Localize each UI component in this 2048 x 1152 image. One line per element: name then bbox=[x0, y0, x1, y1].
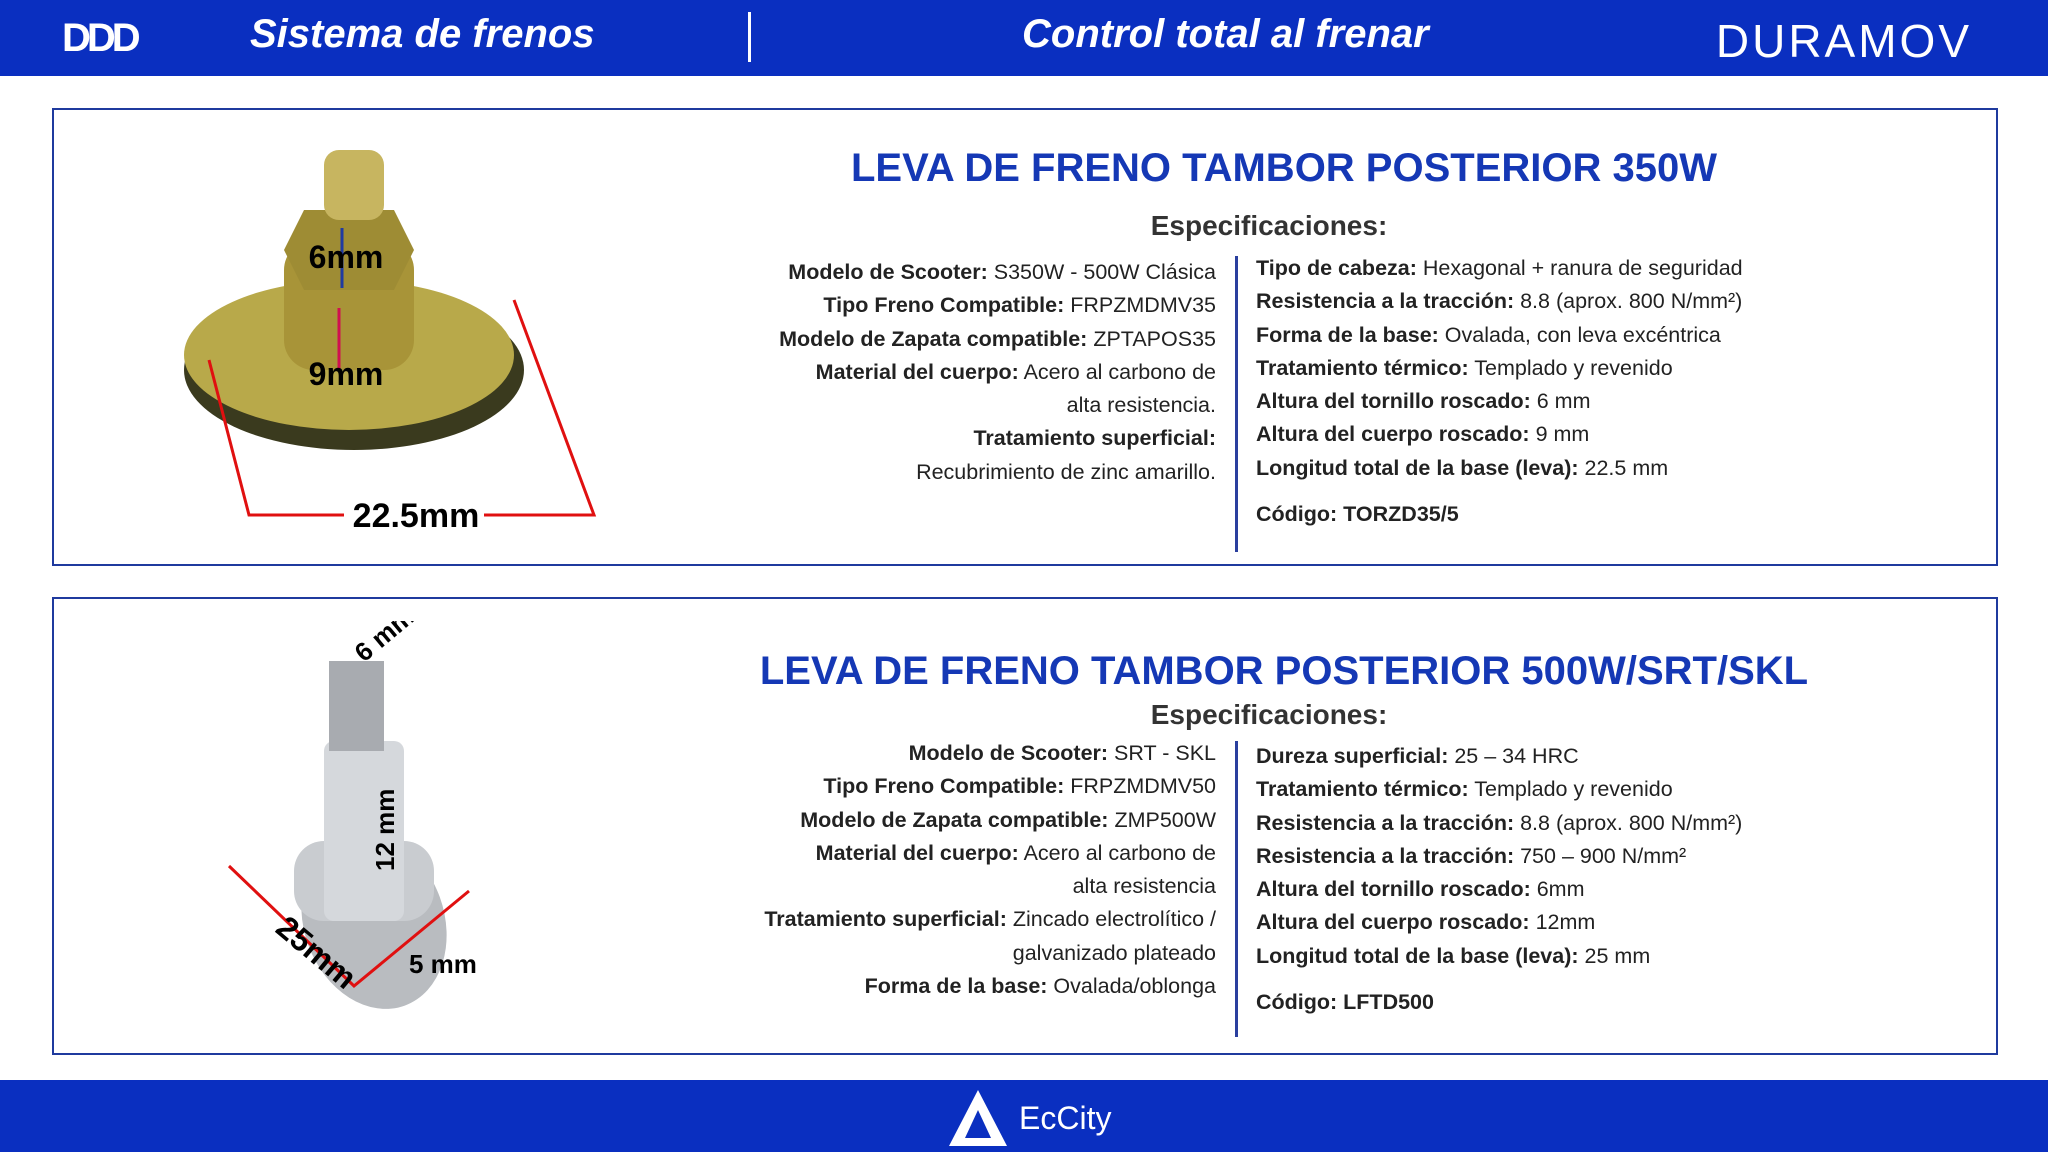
spec-item: Forma de la base: Ovalada/oblonga bbox=[864, 974, 1216, 999]
spec-item: Modelo de Scooter: S350W - 500W Clásica bbox=[788, 260, 1216, 284]
spec-item: Modelo de Scooter: SRT - SKL bbox=[908, 741, 1216, 765]
spec-item: Tipo Freno Compatible: FRPZMDMV35 bbox=[823, 293, 1216, 318]
product-code: Código: LFTD500 bbox=[1256, 990, 1434, 1015]
spec-item: Altura del cuerpo roscado: 12mm bbox=[1256, 910, 1596, 935]
spec-item: Material del cuerpo: Acero al carbono de… bbox=[815, 840, 1216, 899]
dim-label: 5 mm bbox=[409, 949, 477, 979]
brake-cam-350w-image: 6mm 9mm 22.5mm bbox=[184, 150, 597, 530]
dim-label: 6 mm bbox=[349, 621, 420, 668]
spec-heading: Especificaciones: bbox=[1150, 699, 1388, 730]
eccity-triangle-icon bbox=[949, 1090, 1007, 1146]
spec-right-column: Dureza superficial: 25 – 34 HRC Tratamie… bbox=[1256, 740, 1856, 1019]
spec-item: Modelo de Zapata compatible: ZPTAPOS35 bbox=[779, 326, 1216, 351]
eccity-logo: EcCity bbox=[945, 1088, 1111, 1148]
ddd-logo: DDD bbox=[62, 16, 141, 60]
product-title: LEVA DE FRENO TAMBOR POSTERIOR 500W/SRT/… bbox=[759, 649, 1809, 693]
footer-bar: EcCity bbox=[0, 1080, 2048, 1152]
slogan: Control total al frenar bbox=[1022, 12, 1429, 56]
spec-left-column: Modelo de Scooter: S350W - 500W Clásica … bbox=[656, 256, 1216, 489]
duramov-logo: DURAMOV bbox=[1715, 15, 1972, 67]
header-divider bbox=[748, 12, 751, 62]
spec-item: Material del cuerpo: Acero al carbono de… bbox=[815, 359, 1216, 418]
spec-item: Tratamiento térmico: Templado y revenido bbox=[1256, 777, 1673, 802]
product-card-350w: 6mm 9mm 22.5mm LEVA DE FRENO TAMBOR POST… bbox=[52, 108, 1998, 566]
spec-item: Altura del cuerpo roscado: 9 mm bbox=[1256, 422, 1590, 447]
spec-item: Tratamiento superficial: Recubrimiento d… bbox=[916, 426, 1216, 484]
brake-cam-500w-image: 6 mm 12 mm 25mm 5 mm bbox=[227, 621, 477, 1009]
spec-left-column: Modelo de Scooter: SRT - SKL Tipo Freno … bbox=[656, 737, 1216, 1003]
spec-item: Longitud total de la base (leva): 22.5 m… bbox=[1256, 455, 1669, 480]
spec-heading: Especificaciones: bbox=[1150, 210, 1388, 241]
spec-item: Dureza superficial: 25 – 34 HRC bbox=[1256, 744, 1579, 768]
dim-label: 6mm bbox=[309, 239, 384, 275]
dim-label: 22.5mm bbox=[353, 497, 480, 530]
spec-item: Altura del tornillo roscado: 6 mm bbox=[1256, 389, 1591, 414]
spec-item: Resistencia a la tracción: 8.8 (aprox. 8… bbox=[1256, 810, 1743, 835]
spec-right-column: Tipo de cabeza: Hexagonal + ranura de se… bbox=[1256, 252, 1856, 531]
column-divider bbox=[1235, 741, 1238, 1037]
section-title: Sistema de frenos bbox=[250, 12, 595, 56]
header-bar: DDD Sistema de frenos Control total al f… bbox=[0, 0, 2048, 76]
spec-item: Modelo de Zapata compatible: ZMP500W bbox=[800, 807, 1216, 832]
spec-item: Forma de la base: Ovalada, con leva excé… bbox=[1256, 322, 1721, 347]
spec-item: Tipo Freno Compatible: FRPZMDMV50 bbox=[823, 774, 1216, 799]
spec-item: Tratamiento térmico: Templado y revenido bbox=[1256, 355, 1673, 380]
spec-item: Altura del tornillo roscado: 6mm bbox=[1256, 877, 1585, 902]
spec-item: Tratamiento superficial: Zincado electro… bbox=[764, 907, 1216, 965]
product-title: LEVA DE FRENO TAMBOR POSTERIOR 350W bbox=[851, 146, 1717, 190]
spec-item: Tipo de cabeza: Hexagonal + ranura de se… bbox=[1256, 256, 1743, 280]
product-code: Código: TORZD35/5 bbox=[1256, 502, 1459, 527]
product-card-500w: 6 mm 12 mm 25mm 5 mm LEVA DE FRENO TAMBO… bbox=[52, 597, 1998, 1055]
dim-label: 9mm bbox=[309, 356, 384, 392]
spec-item: Resistencia a la tracción: 750 – 900 N/m… bbox=[1256, 843, 1687, 868]
spec-item: Longitud total de la base (leva): 25 mm bbox=[1256, 943, 1651, 968]
column-divider bbox=[1235, 256, 1238, 552]
eccity-logo-text: EcCity bbox=[1019, 1099, 1112, 1136]
dim-label: 12 mm bbox=[370, 789, 400, 871]
spec-item: Resistencia a la tracción: 8.8 (aprox. 8… bbox=[1256, 289, 1743, 314]
